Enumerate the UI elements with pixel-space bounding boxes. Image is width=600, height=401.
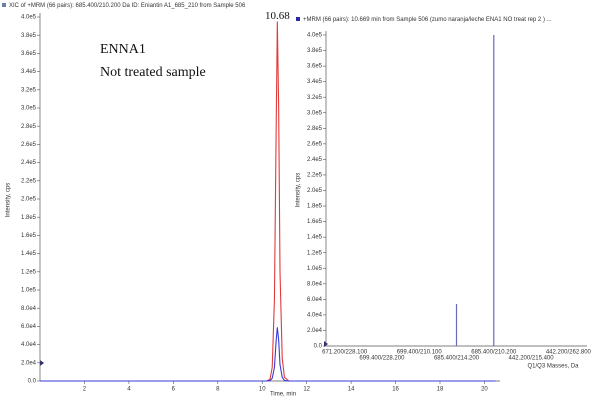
y-tick-label: 1.6e5	[21, 233, 37, 239]
y-tick-label: 0.0	[28, 379, 37, 385]
x-tick-label: 699.400/210.100	[397, 350, 443, 356]
bar	[455, 304, 458, 346]
annotation: ENNA1	[100, 42, 146, 57]
inset-title: +MRM (66 pairs): 10.669 min from Sample …	[303, 17, 552, 23]
peak-label: 10.68	[265, 10, 290, 22]
y-tick-label: 2.0e5	[307, 188, 323, 194]
y-tick-label: 3.4e5	[307, 79, 323, 85]
x-tick-label: 685.400/210.200	[471, 350, 517, 356]
x-tick-label: 10	[259, 387, 266, 393]
x-tick-label: 12	[303, 387, 310, 393]
legend-icon	[2, 3, 6, 7]
y-tick-label: 3.0e5	[21, 106, 37, 112]
x-tick-label: 14	[348, 387, 355, 393]
y-tick-label: 1.6e5	[307, 219, 323, 225]
y-tick-label: 2.6e5	[21, 142, 37, 148]
chart-title: XIC of +MRM (66 pairs): 685.400/210.200 …	[9, 3, 246, 9]
y-tick-label: 2.2e5	[21, 178, 37, 184]
y-tick-label: 2.4e5	[21, 160, 37, 166]
y-axis-label: Intensity, cps	[6, 183, 12, 218]
y-tick-label: 3.2e5	[307, 95, 323, 101]
x-tick-label: 4	[127, 387, 131, 393]
legend-icon	[296, 17, 300, 21]
y-tick-label: 1.4e5	[307, 235, 323, 241]
y-tick-label: 2.0e5	[21, 197, 37, 203]
x-tick-label: 442.200/215.400	[509, 356, 555, 362]
series-line	[40, 21, 496, 382]
x-tick-label: 16	[392, 387, 399, 393]
y-tick-label: 4.0e4	[21, 342, 37, 348]
x-tick-label: 685.400/214.200	[434, 356, 480, 362]
y-tick-label: 2.2e5	[307, 173, 323, 179]
y-tick-label: 4.0e5	[307, 33, 323, 39]
y-tick-label: 2.8e5	[21, 124, 37, 130]
y-tick-label: 1.8e5	[307, 204, 323, 210]
y-tick-label: 8.0e4	[21, 306, 37, 312]
y-tick-label: 3.6e5	[21, 51, 37, 57]
y-tick-label: 3.8e5	[21, 33, 37, 39]
y-tick-label: 6.0e4	[307, 297, 323, 303]
y-tick-label: 1.2e5	[307, 250, 323, 256]
series-line	[40, 327, 496, 382]
y-tick-label: 3.0e5	[307, 110, 323, 116]
y-tick-label: 4.0e4	[307, 312, 323, 318]
y-tick-label: 3.4e5	[21, 69, 37, 75]
x-tick-label: 8	[216, 387, 220, 393]
y-tick-label: 4.0e5	[21, 15, 37, 21]
x-axis-label: Q1/Q3 Masses, Da	[527, 364, 579, 370]
axis-marker	[40, 360, 44, 366]
y-tick-label: 0.0	[314, 344, 323, 350]
annotation: Not treated sample	[100, 65, 206, 80]
bar	[493, 35, 495, 346]
x-tick-label: 20	[481, 387, 488, 393]
y-tick-label: 8.0e4	[307, 281, 323, 287]
inset: +MRM (66 pairs): 10.669 min from Sample …	[292, 12, 598, 374]
inset-background	[292, 12, 598, 374]
x-axis-label: Time, min	[270, 392, 296, 398]
x-tick-label: 699.400/228.200	[359, 356, 405, 362]
y-tick-label: 1.0e5	[21, 288, 37, 294]
x-tick-label: 2	[83, 387, 87, 393]
x-tick-label: 6	[172, 387, 176, 393]
y-tick-label: 2.4e5	[307, 157, 323, 163]
y-tick-label: 2.0e4	[21, 360, 37, 366]
x-tick-label: 18	[437, 387, 444, 393]
y-tick-label: 3.8e5	[307, 48, 323, 54]
y-tick-label: 3.6e5	[307, 64, 323, 70]
y-axis-label: Intensity, cps	[296, 173, 302, 208]
y-tick-label: 2.0e4	[307, 328, 323, 334]
y-tick-label: 1.8e5	[21, 215, 37, 221]
y-tick-label: 1.0e5	[307, 266, 323, 272]
x-tick-label: 442.200/262.800	[546, 350, 592, 356]
y-tick-label: 6.0e4	[21, 324, 37, 330]
y-tick-label: 3.2e5	[21, 87, 37, 93]
y-tick-label: 1.2e5	[21, 269, 37, 275]
x-tick-label: 671.200/228.100	[322, 350, 368, 356]
y-tick-label: 2.8e5	[307, 126, 323, 132]
y-tick-label: 1.4e5	[21, 251, 37, 257]
y-tick-label: 2.6e5	[307, 141, 323, 147]
